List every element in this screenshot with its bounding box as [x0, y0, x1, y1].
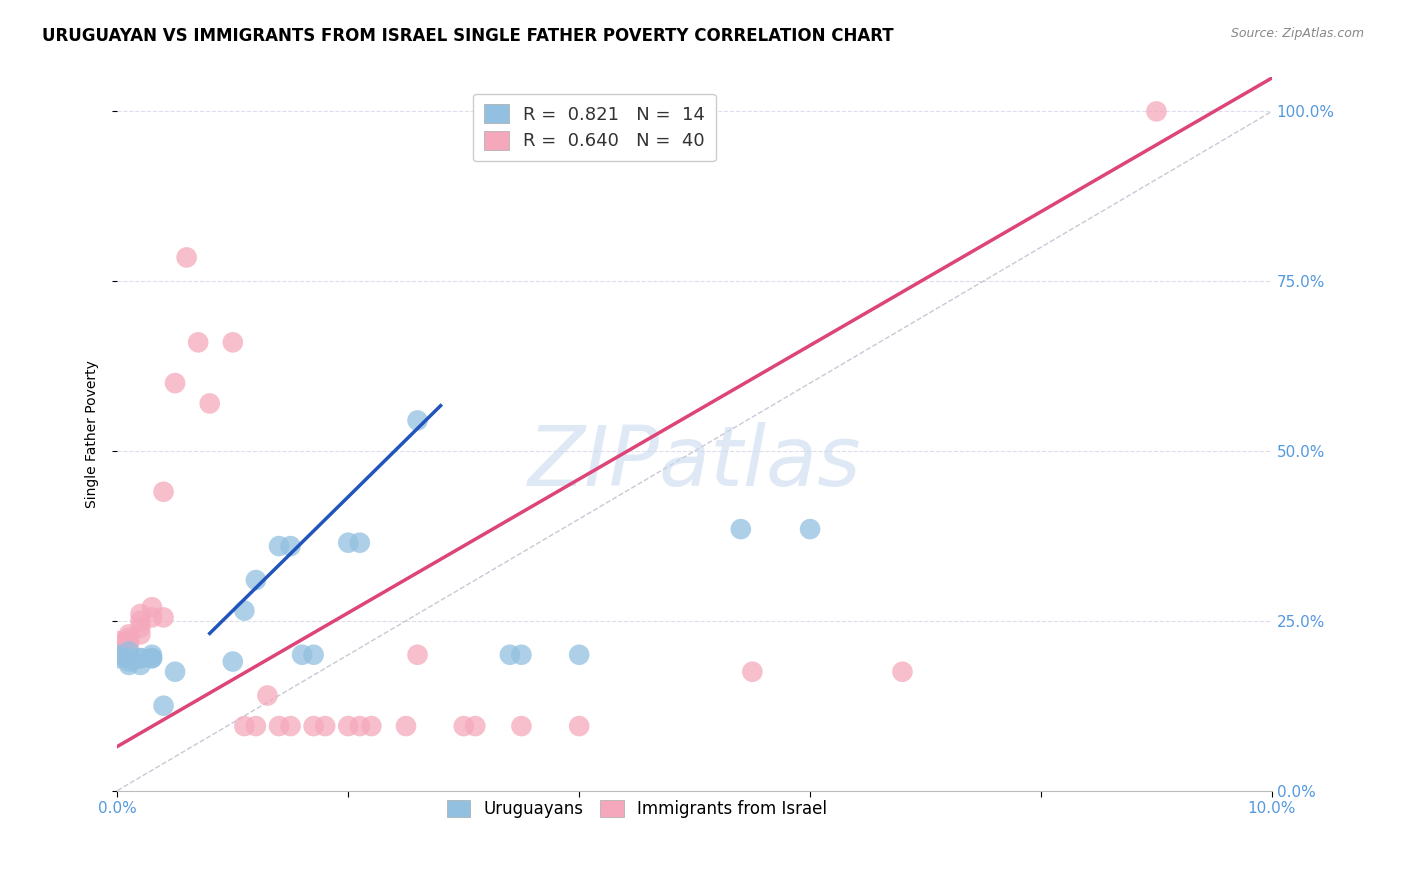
Point: [118, 627, 141, 641]
Point: [129, 614, 152, 628]
Point: [1146, 104, 1168, 119]
Point: [453, 719, 475, 733]
Point: [152, 698, 174, 713]
Point: [165, 376, 187, 390]
Point: [198, 396, 221, 410]
Point: [105, 651, 128, 665]
Point: [233, 719, 256, 733]
Point: [141, 651, 163, 665]
Point: [141, 610, 163, 624]
Point: [730, 522, 752, 536]
Point: [118, 651, 141, 665]
Point: [152, 610, 174, 624]
Point: [118, 638, 141, 652]
Text: Source: ZipAtlas.com: Source: ZipAtlas.com: [1230, 27, 1364, 40]
Point: [222, 335, 245, 350]
Y-axis label: Single Father Poverty: Single Father Poverty: [86, 360, 100, 508]
Point: [406, 413, 429, 427]
Point: [499, 648, 522, 662]
Point: [165, 665, 187, 679]
Point: [314, 719, 336, 733]
Point: [118, 655, 141, 669]
Point: [267, 539, 290, 553]
Point: [395, 719, 418, 733]
Point: [118, 657, 141, 672]
Point: [406, 648, 429, 662]
Point: [141, 600, 163, 615]
Point: [118, 644, 141, 658]
Point: [891, 665, 914, 679]
Point: [129, 621, 152, 635]
Point: [510, 648, 533, 662]
Point: [302, 648, 325, 662]
Point: [129, 651, 152, 665]
Point: [129, 657, 152, 672]
Point: [129, 607, 152, 621]
Point: [129, 651, 152, 665]
Point: [176, 251, 198, 265]
Point: [187, 335, 209, 350]
Point: [741, 665, 763, 679]
Point: [245, 573, 267, 587]
Point: [141, 648, 163, 662]
Point: [105, 638, 128, 652]
Point: [360, 719, 382, 733]
Point: [280, 539, 302, 553]
Point: [152, 484, 174, 499]
Point: [233, 604, 256, 618]
Point: [291, 648, 314, 662]
Text: URUGUAYAN VS IMMIGRANTS FROM ISRAEL SINGLE FATHER POVERTY CORRELATION CHART: URUGUAYAN VS IMMIGRANTS FROM ISRAEL SING…: [42, 27, 894, 45]
Point: [222, 655, 245, 669]
Point: [337, 719, 360, 733]
Legend: Uruguayans, Immigrants from Israel: Uruguayans, Immigrants from Israel: [440, 794, 834, 825]
Point: [118, 631, 141, 645]
Point: [141, 651, 163, 665]
Point: [105, 648, 128, 662]
Point: [337, 535, 360, 549]
Point: [105, 634, 128, 648]
Point: [245, 719, 267, 733]
Point: [349, 719, 371, 733]
Point: [118, 634, 141, 648]
Point: [302, 719, 325, 733]
Point: [105, 648, 128, 662]
Point: [568, 648, 591, 662]
Point: [799, 522, 821, 536]
Point: [280, 719, 302, 733]
Point: [510, 719, 533, 733]
Point: [256, 689, 278, 703]
Point: [118, 648, 141, 662]
Text: ZIPatlas: ZIPatlas: [527, 422, 862, 503]
Point: [464, 719, 486, 733]
Point: [129, 627, 152, 641]
Point: [349, 535, 371, 549]
Point: [568, 719, 591, 733]
Point: [267, 719, 290, 733]
